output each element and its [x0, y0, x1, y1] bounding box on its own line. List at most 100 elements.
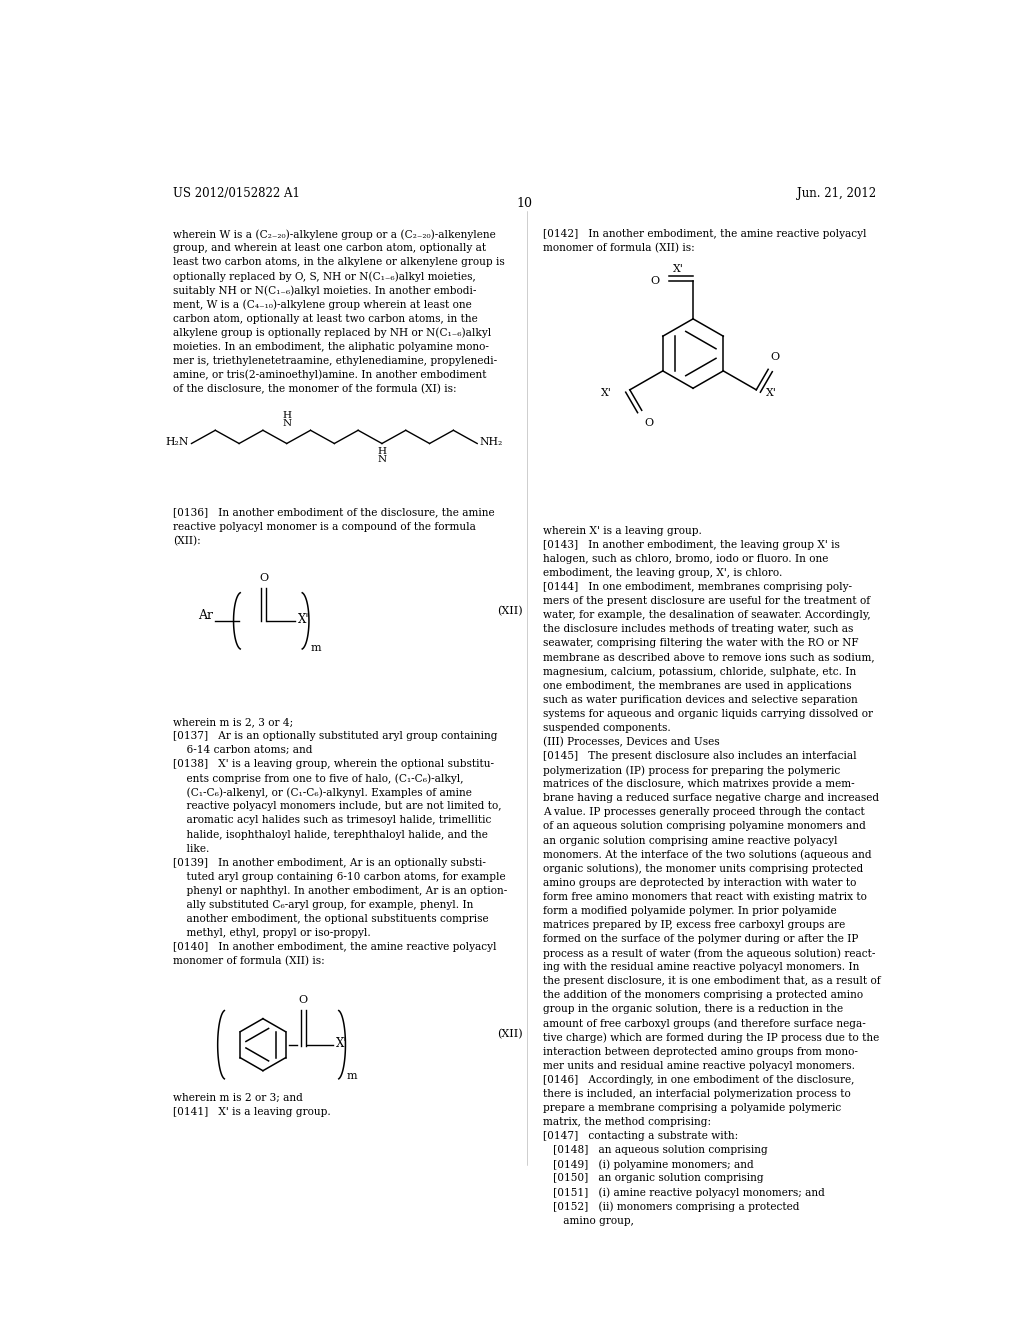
- Text: suspended components.: suspended components.: [543, 723, 671, 733]
- Text: systems for aqueous and organic liquids carrying dissolved or: systems for aqueous and organic liquids …: [543, 709, 873, 719]
- Text: (XII): (XII): [497, 606, 522, 616]
- Text: group in the organic solution, there is a reduction in the: group in the organic solution, there is …: [543, 1005, 843, 1015]
- Text: wherein X' is a leaving group.: wherein X' is a leaving group.: [543, 525, 701, 536]
- Text: wherein m is 2 or 3; and: wherein m is 2 or 3; and: [173, 1093, 303, 1104]
- Text: monomer of formula (XII) is:: monomer of formula (XII) is:: [543, 243, 695, 253]
- Text: another embodiment, the optional substituents comprise: another embodiment, the optional substit…: [173, 913, 488, 924]
- Text: O: O: [299, 995, 308, 1005]
- Text: tuted aryl group containing 6-10 carbon atoms, for example: tuted aryl group containing 6-10 carbon …: [173, 871, 506, 882]
- Text: form a modified polyamide polymer. In prior polyamide: form a modified polyamide polymer. In pr…: [543, 906, 837, 916]
- Text: wherein m is 2, 3 or 4;: wherein m is 2, 3 or 4;: [173, 717, 293, 727]
- Text: [0152]   (ii) monomers comprising a protected: [0152] (ii) monomers comprising a protec…: [543, 1201, 800, 1212]
- Text: Jun. 21, 2012: Jun. 21, 2012: [798, 187, 877, 199]
- Text: ment, W is a (C₄₋₁₀)-alkylene group wherein at least one: ment, W is a (C₄₋₁₀)-alkylene group wher…: [173, 300, 472, 310]
- Text: monomers. At the interface of the two solutions (aqueous and: monomers. At the interface of the two so…: [543, 850, 871, 861]
- Text: optionally replaced by O, S, NH or N(C₁₋₆)alkyl moieties,: optionally replaced by O, S, NH or N(C₁₋…: [173, 272, 476, 282]
- Text: membrane as described above to remove ions such as sodium,: membrane as described above to remove io…: [543, 652, 874, 663]
- Text: N: N: [283, 420, 291, 428]
- Text: reactive polyacyl monomers include, but are not limited to,: reactive polyacyl monomers include, but …: [173, 801, 502, 812]
- Text: the disclosure includes methods of treating water, such as: the disclosure includes methods of treat…: [543, 624, 853, 635]
- Text: amino groups are deprotected by interaction with water to: amino groups are deprotected by interact…: [543, 878, 856, 888]
- Text: formed on the surface of the polymer during or after the IP: formed on the surface of the polymer dur…: [543, 935, 858, 944]
- Text: amino group,: amino group,: [543, 1216, 634, 1225]
- Text: suitably NH or N(C₁₋₆)alkyl moieties. In another embodi-: suitably NH or N(C₁₋₆)alkyl moieties. In…: [173, 285, 476, 296]
- Text: 6-14 carbon atoms; and: 6-14 carbon atoms; and: [173, 744, 312, 755]
- Text: methyl, ethyl, propyl or iso-propyl.: methyl, ethyl, propyl or iso-propyl.: [173, 928, 371, 939]
- Text: A value. IP processes generally proceed through the contact: A value. IP processes generally proceed …: [543, 808, 865, 817]
- Text: O: O: [771, 352, 780, 362]
- Text: X': X': [766, 388, 777, 397]
- Text: least two carbon atoms, in the alkylene or alkenylene group is: least two carbon atoms, in the alkylene …: [173, 257, 505, 267]
- Text: the present disclosure, it is one embodiment that, as a result of: the present disclosure, it is one embodi…: [543, 977, 881, 986]
- Text: [0136]   In another embodiment of the disclosure, the amine: [0136] In another embodiment of the disc…: [173, 507, 495, 517]
- Text: N: N: [378, 454, 386, 463]
- Text: carbon atom, optionally at least two carbon atoms, in the: carbon atom, optionally at least two car…: [173, 314, 478, 323]
- Text: organic solutions), the monomer units comprising protected: organic solutions), the monomer units co…: [543, 863, 863, 874]
- Text: [0141]   X' is a leaving group.: [0141] X' is a leaving group.: [173, 1107, 331, 1117]
- Text: water, for example, the desalination of seawater. Accordingly,: water, for example, the desalination of …: [543, 610, 870, 620]
- Text: X': X': [674, 264, 684, 273]
- Text: amine, or tris(2-aminoethyl)amine. In another embodiment: amine, or tris(2-aminoethyl)amine. In an…: [173, 370, 486, 380]
- Text: [0140]   In another embodiment, the amine reactive polyacyl: [0140] In another embodiment, the amine …: [173, 942, 497, 952]
- Text: X': X': [336, 1038, 347, 1051]
- Text: of an aqueous solution comprising polyamine monomers and: of an aqueous solution comprising polyam…: [543, 821, 866, 832]
- Text: O: O: [259, 573, 268, 583]
- Text: [0142]   In another embodiment, the amine reactive polyacyl: [0142] In another embodiment, the amine …: [543, 230, 866, 239]
- Text: magnesium, calcium, potassium, chloride, sulphate, etc. In: magnesium, calcium, potassium, chloride,…: [543, 667, 856, 677]
- Text: [0143]   In another embodiment, the leaving group X' is: [0143] In another embodiment, the leavin…: [543, 540, 840, 550]
- Text: interaction between deprotected amino groups from mono-: interaction between deprotected amino gr…: [543, 1047, 858, 1057]
- Text: ing with the residual amine reactive polyacyl monomers. In: ing with the residual amine reactive pol…: [543, 962, 859, 973]
- Text: reactive polyacyl monomer is a compound of the formula: reactive polyacyl monomer is a compound …: [173, 521, 476, 532]
- Text: brane having a reduced surface negative charge and increased: brane having a reduced surface negative …: [543, 793, 880, 804]
- Text: matrices prepared by IP, excess free carboxyl groups are: matrices prepared by IP, excess free car…: [543, 920, 845, 931]
- Text: [0146]   Accordingly, in one embodiment of the disclosure,: [0146] Accordingly, in one embodiment of…: [543, 1074, 854, 1085]
- Text: form free amino monomers that react with existing matrix to: form free amino monomers that react with…: [543, 892, 867, 902]
- Text: [0147]   contacting a substrate with:: [0147] contacting a substrate with:: [543, 1131, 738, 1142]
- Text: [0149]   (i) polyamine monomers; and: [0149] (i) polyamine monomers; and: [543, 1159, 754, 1170]
- Text: group, and wherein at least one carbon atom, optionally at: group, and wherein at least one carbon a…: [173, 243, 486, 253]
- Text: US 2012/0152822 A1: US 2012/0152822 A1: [173, 187, 300, 199]
- Text: X': X': [298, 614, 309, 627]
- Text: mer units and residual amine reactive polyacyl monomers.: mer units and residual amine reactive po…: [543, 1061, 855, 1071]
- Text: there is included, an interfacial polymerization process to: there is included, an interfacial polyme…: [543, 1089, 851, 1100]
- Text: polymerization (IP) process for preparing the polymeric: polymerization (IP) process for preparin…: [543, 766, 841, 776]
- Text: matrix, the method comprising:: matrix, the method comprising:: [543, 1117, 712, 1127]
- Text: embodiment, the leaving group, X', is chloro.: embodiment, the leaving group, X', is ch…: [543, 568, 782, 578]
- Text: moieties. In an embodiment, the aliphatic polyamine mono-: moieties. In an embodiment, the aliphati…: [173, 342, 489, 351]
- Text: tive charge) which are formed during the IP process due to the: tive charge) which are formed during the…: [543, 1032, 880, 1043]
- Text: (III) Processes, Devices and Uses: (III) Processes, Devices and Uses: [543, 737, 720, 747]
- Text: m: m: [347, 1071, 357, 1081]
- Text: (C₁-C₆)-alkenyl, or (C₁-C₆)-alkynyl. Examples of amine: (C₁-C₆)-alkenyl, or (C₁-C₆)-alkynyl. Exa…: [173, 787, 472, 797]
- Text: alkylene group is optionally replaced by NH or N(C₁₋₆)alkyl: alkylene group is optionally replaced by…: [173, 327, 492, 338]
- Text: aromatic acyl halides such as trimesoyl halide, trimellitic: aromatic acyl halides such as trimesoyl …: [173, 816, 492, 825]
- Text: wherein W is a (C₂₋₂₀)-alkylene group or a (C₂₋₂₀)-alkenylene: wherein W is a (C₂₋₂₀)-alkylene group or…: [173, 230, 496, 240]
- Text: prepare a membrane comprising a polyamide polymeric: prepare a membrane comprising a polyamid…: [543, 1104, 842, 1113]
- Text: an organic solution comprising amine reactive polyacyl: an organic solution comprising amine rea…: [543, 836, 838, 846]
- Text: [0151]   (i) amine reactive polyacyl monomers; and: [0151] (i) amine reactive polyacyl monom…: [543, 1188, 825, 1199]
- Text: mers of the present disclosure are useful for the treatment of: mers of the present disclosure are usefu…: [543, 597, 870, 606]
- Text: O: O: [650, 276, 659, 286]
- Text: [0145]   The present disclosure also includes an interfacial: [0145] The present disclosure also inclu…: [543, 751, 857, 762]
- Text: process as a result of water (from the aqueous solution) react-: process as a result of water (from the a…: [543, 948, 876, 958]
- Text: mer is, triethylenetetraamine, ethylenediamine, propylenedi-: mer is, triethylenetetraamine, ethylened…: [173, 355, 498, 366]
- Text: the addition of the monomers comprising a protected amino: the addition of the monomers comprising …: [543, 990, 863, 1001]
- Text: H: H: [283, 411, 291, 420]
- Text: seawater, comprising filtering the water with the RO or NF: seawater, comprising filtering the water…: [543, 639, 859, 648]
- Text: like.: like.: [173, 843, 210, 854]
- Text: ents comprise from one to five of halo, (C₁-C₆)-alkyl,: ents comprise from one to five of halo, …: [173, 774, 464, 784]
- Text: [0139]   In another embodiment, Ar is an optionally substi-: [0139] In another embodiment, Ar is an o…: [173, 858, 486, 867]
- Text: NH₂: NH₂: [479, 437, 503, 447]
- Text: amount of free carboxyl groups (and therefore surface nega-: amount of free carboxyl groups (and ther…: [543, 1019, 866, 1030]
- Text: phenyl or naphthyl. In another embodiment, Ar is an option-: phenyl or naphthyl. In another embodimen…: [173, 886, 508, 896]
- Text: O: O: [644, 417, 653, 428]
- Text: [0138]   X' is a leaving group, wherein the optional substitu-: [0138] X' is a leaving group, wherein th…: [173, 759, 495, 770]
- Text: X': X': [600, 388, 611, 397]
- Text: (XII): (XII): [497, 1030, 522, 1040]
- Text: halogen, such as chloro, bromo, iodo or fluoro. In one: halogen, such as chloro, bromo, iodo or …: [543, 554, 828, 564]
- Text: 10: 10: [517, 197, 532, 210]
- Text: Ar: Ar: [198, 610, 213, 622]
- Text: of the disclosure, the monomer of the formula (XI) is:: of the disclosure, the monomer of the fo…: [173, 384, 457, 395]
- Text: matrices of the disclosure, which matrixes provide a mem-: matrices of the disclosure, which matrix…: [543, 779, 855, 789]
- Text: halide, isophthaloyl halide, terephthaloyl halide, and the: halide, isophthaloyl halide, terephthalo…: [173, 829, 488, 840]
- Text: H: H: [378, 446, 386, 455]
